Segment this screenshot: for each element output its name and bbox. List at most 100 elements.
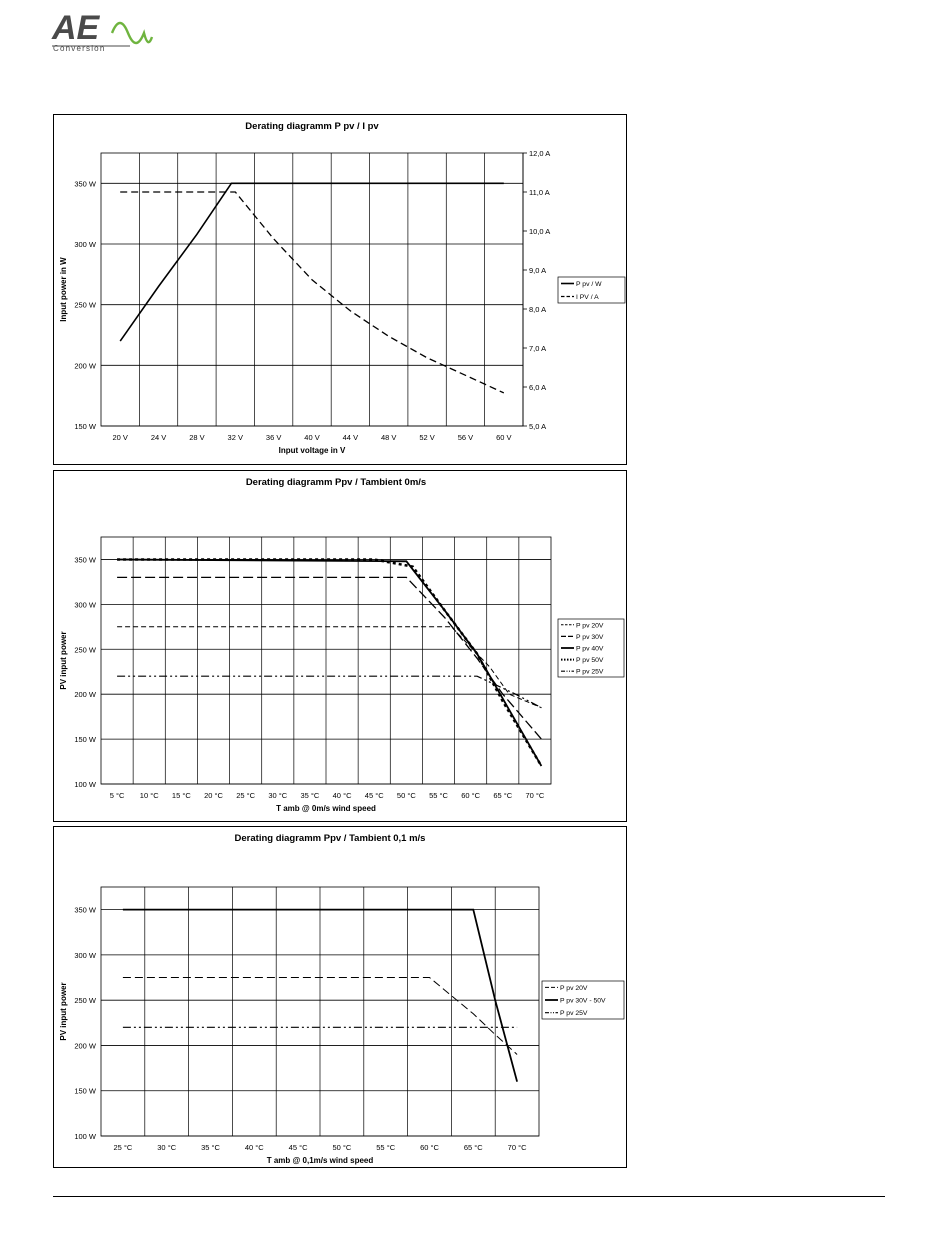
y-tick-label: 250 W <box>74 996 97 1005</box>
series-line <box>122 977 518 1055</box>
chart-ppv-ipv-svg: Derating diagramm P pv / I pv 150 W 200 W 2… <box>59 121 626 455</box>
footer-divider <box>53 1196 885 1197</box>
x-tick-label: 32 V <box>228 433 243 442</box>
y-tick-label: 150 W <box>74 735 97 744</box>
x-tick-label: 40 °C <box>245 1143 264 1152</box>
x-tick-label: 56 V <box>458 433 473 442</box>
y2-tick-label: 7,0 A <box>529 344 546 353</box>
x-tick-label: 50 °C <box>397 791 416 800</box>
legend-label: P pv 30V <box>576 634 604 641</box>
y-tick-label: 300 W <box>74 240 97 249</box>
legend-label: P pv 20V <box>576 622 604 629</box>
series-line <box>119 182 504 342</box>
x-tick-label: 60 °C <box>461 791 480 800</box>
chart-ppv-tamb-0ms-svg: Derating diagramm Ppv / Tambient 0m/s 100… <box>59 477 625 813</box>
x-tick-label: 55 °C <box>429 791 448 800</box>
x-tick-label: 40 V <box>304 433 319 442</box>
x-axis-label: Input voltage in V <box>279 446 346 455</box>
y-axis-label: PV input power <box>59 631 68 689</box>
y-tick-label: 200 W <box>74 690 97 699</box>
legend-label: P pv 30V - 50V <box>560 998 606 1005</box>
y-tick-label: 150 W <box>74 1087 97 1096</box>
legend-label: I PV / A <box>576 294 599 301</box>
series-line <box>117 626 542 709</box>
x-tick-label: 65 °C <box>464 1143 483 1152</box>
y-tick-label: 350 W <box>74 555 97 564</box>
x-tick-label: 28 V <box>189 433 204 442</box>
x-tick-label: 70 °C <box>526 791 545 800</box>
x-tick-label: 20 V <box>112 433 127 442</box>
x-tick-label: 24 V <box>151 433 166 442</box>
legend-box <box>557 276 626 304</box>
y2-tick-label: 8,0 A <box>529 305 546 314</box>
legend-label: P pv 40V <box>576 646 604 653</box>
x-tick-label: 52 V <box>419 433 434 442</box>
y-tick-label: 300 W <box>74 951 97 960</box>
legend-label: P pv 25V <box>576 669 604 676</box>
x-tick-label: 20 °C <box>204 791 223 800</box>
x-tick-label: 15 °C <box>172 791 191 800</box>
y2-tick-label: 12,0 A <box>529 149 550 158</box>
x-tick-label: 60 V <box>496 433 511 442</box>
y-tick-label: 350 W <box>74 906 97 915</box>
y-tick-label: 100 W <box>74 1132 97 1141</box>
series-line <box>117 576 542 740</box>
series-line <box>117 558 543 767</box>
y-axis-label: Input power in W <box>59 257 68 322</box>
y-tick-label: 350 W <box>74 179 97 188</box>
chart-ppv-tamb-0ms: Derating diagramm Ppv / Tambient 0m/s 100… <box>53 470 627 822</box>
x-tick-label: 55 °C <box>376 1143 395 1152</box>
chart-ppv-tamb-01ms-svg: Derating diagramm Ppv / Tambient 0,1 m/s… <box>59 833 625 1165</box>
logo-wave-icon <box>110 21 154 45</box>
x-tick-label: 25 °C <box>113 1143 132 1152</box>
logo-conversion-text: Conversion <box>53 44 105 53</box>
x-tick-label: 45 °C <box>365 791 384 800</box>
y-tick-label: 150 W <box>74 422 97 431</box>
x-tick-label: 5 °C <box>110 791 125 800</box>
y-tick-label: 200 W <box>74 361 97 370</box>
y2-tick-label: 5,0 A <box>529 422 546 431</box>
series-line <box>122 908 518 1082</box>
series-line <box>120 191 505 394</box>
x-tick-label: 35 °C <box>201 1143 220 1152</box>
legend-label: P pv 20V <box>560 985 588 992</box>
ae-conversion-logo: AE Conversion <box>50 5 160 57</box>
chart-title: Derating diagramm Ppv / Tambient 0,1 m/s <box>235 833 426 844</box>
y-axis-label: PV input power <box>59 982 68 1040</box>
legend-label: P pv / W <box>576 281 602 288</box>
y2-tick-label: 6,0 A <box>529 383 546 392</box>
chart-title: Derating diagramm P pv / I pv <box>245 121 379 132</box>
x-tick-label: 40 °C <box>333 791 352 800</box>
x-axis-label: T amb @ 0,1m/s wind speed <box>267 1156 374 1165</box>
chart-ppv-ipv: Derating diagramm P pv / I pv 150 W 200 W 2… <box>53 114 627 465</box>
x-tick-label: 30 °C <box>157 1143 176 1152</box>
chart-ppv-tamb-01ms: Derating diagramm Ppv / Tambient 0,1 m/s… <box>53 826 627 1168</box>
chart-title: Derating diagramm Ppv / Tambient 0m/s <box>246 477 426 488</box>
legend-label: P pv 25V <box>560 1010 588 1017</box>
x-tick-label: 65 °C <box>493 791 512 800</box>
x-tick-label: 10 °C <box>140 791 159 800</box>
x-tick-label: 45 °C <box>289 1143 308 1152</box>
x-tick-label: 50 °C <box>332 1143 351 1152</box>
y2-tick-label: 9,0 A <box>529 266 546 275</box>
x-tick-label: 36 V <box>266 433 281 442</box>
series-line <box>117 675 542 709</box>
y-tick-label: 250 W <box>74 301 97 310</box>
y2-tick-label: 11,0 A <box>529 188 550 197</box>
x-tick-label: 44 V <box>343 433 358 442</box>
y-tick-label: 100 W <box>74 780 97 789</box>
y2-tick-label: 10,0 A <box>529 227 550 236</box>
logo-ae-text: AE <box>51 9 101 47</box>
plot-area <box>100 152 524 427</box>
x-tick-label: 48 V <box>381 433 396 442</box>
x-axis-label: T amb @ 0m/s wind speed <box>276 804 376 813</box>
x-tick-label: 25 °C <box>236 791 255 800</box>
x-tick-label: 35 °C <box>301 791 320 800</box>
y-tick-label: 200 W <box>74 1041 97 1050</box>
y-tick-label: 300 W <box>74 600 97 609</box>
legend-label: P pv 50V <box>576 657 604 664</box>
x-tick-label: 70 °C <box>508 1143 527 1152</box>
y-tick-label: 250 W <box>74 645 97 654</box>
x-tick-label: 60 °C <box>420 1143 439 1152</box>
x-tick-label: 30 °C <box>268 791 287 800</box>
